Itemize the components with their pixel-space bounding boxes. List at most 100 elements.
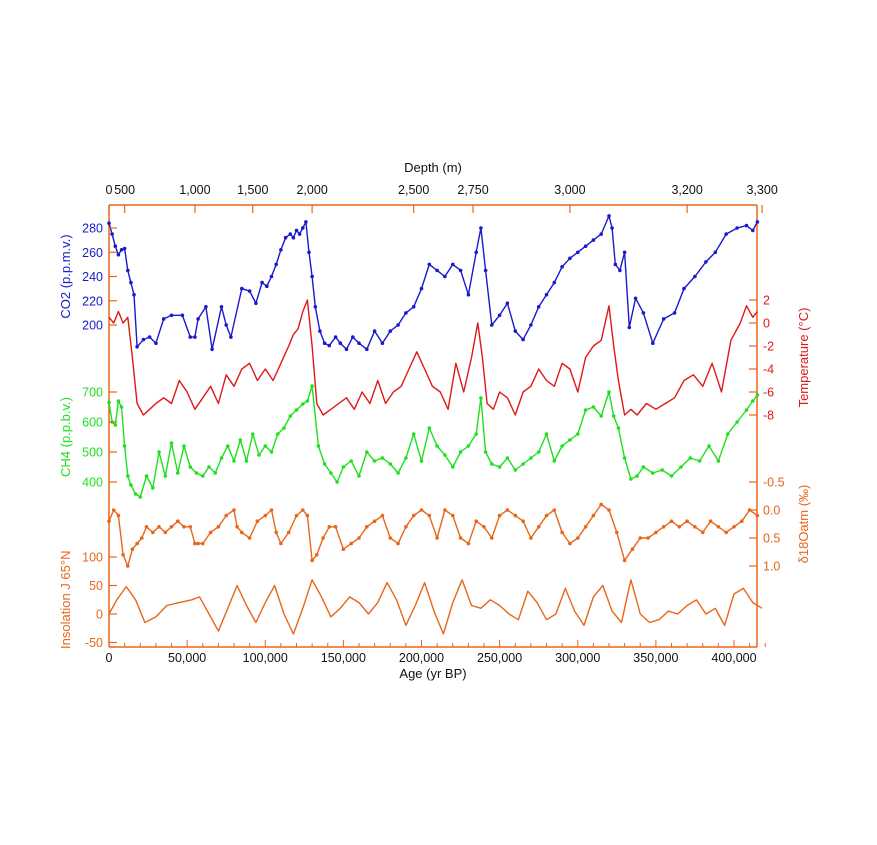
data-point — [466, 292, 471, 297]
data-point — [693, 274, 697, 279]
data-point — [419, 459, 424, 463]
data-point — [169, 525, 174, 529]
data-point — [505, 456, 510, 460]
data-point — [154, 341, 158, 346]
data-point — [679, 465, 683, 469]
data-point — [327, 525, 332, 529]
data-point — [599, 414, 603, 418]
data-point — [646, 536, 650, 540]
y-tick-label-co2: 260 — [82, 246, 103, 260]
data-point — [529, 536, 533, 540]
x-axis-title: Age (yr BP) — [399, 666, 466, 681]
age-tick-label: 50,000 — [168, 651, 206, 665]
series-line-18o-atm — [108, 503, 758, 567]
data-point — [333, 525, 338, 529]
data-point — [372, 519, 377, 523]
data-point — [583, 408, 588, 412]
data-point — [618, 268, 622, 273]
data-point — [744, 223, 749, 228]
data-point — [615, 530, 619, 535]
data-point — [479, 226, 483, 230]
data-point — [126, 474, 130, 478]
data-point — [610, 226, 614, 230]
axis-title-temperature: Temperature (°C) — [796, 308, 811, 408]
data-point — [341, 465, 346, 469]
data-point — [591, 405, 596, 409]
data-point — [669, 519, 674, 523]
data-point — [232, 508, 236, 512]
data-point — [483, 268, 488, 273]
data-point — [591, 238, 596, 242]
data-point — [451, 513, 455, 518]
data-point — [224, 323, 228, 327]
axis-title-co2: CO2 (p.p.m.v.) — [58, 234, 73, 318]
data-point — [151, 530, 155, 535]
data-point — [521, 519, 525, 523]
axis-title-ch4: CH4 (p.p.b.v.) — [58, 397, 73, 477]
data-point — [755, 220, 760, 224]
y-tick-label-temperature: -2 — [763, 340, 774, 354]
data-point — [704, 260, 708, 264]
data-point — [322, 341, 327, 346]
data-point — [458, 450, 463, 454]
data-point — [599, 232, 603, 236]
data-point — [357, 536, 361, 540]
data-point — [129, 280, 133, 285]
data-point — [497, 465, 502, 469]
data-point — [257, 453, 261, 457]
top-axis-title: Depth (m) — [404, 160, 462, 175]
data-point — [513, 329, 518, 333]
data-point — [552, 280, 557, 285]
data-point — [111, 508, 116, 512]
data-point — [576, 536, 580, 540]
age-tick-label: 250,000 — [477, 651, 522, 665]
data-point — [536, 305, 541, 309]
data-point — [685, 519, 689, 523]
y-tick-label-co2: 200 — [82, 319, 103, 333]
data-point — [113, 244, 118, 248]
data-point — [219, 305, 224, 309]
data-point — [638, 536, 643, 540]
data-point — [707, 444, 711, 448]
data-point — [380, 341, 385, 346]
data-point — [144, 525, 149, 529]
series-line-ch4 — [108, 385, 758, 498]
depth-tick-label: 1,500 — [237, 183, 268, 197]
data-point — [119, 405, 124, 409]
data-point — [560, 444, 564, 448]
depth-tick-label: 2,000 — [296, 183, 327, 197]
data-point — [404, 525, 408, 529]
data-point — [697, 459, 702, 463]
data-point — [286, 530, 291, 535]
data-point — [724, 530, 728, 535]
data-point — [388, 462, 393, 466]
data-point — [751, 228, 755, 233]
data-point — [483, 450, 488, 454]
data-point — [380, 456, 385, 460]
data-point — [544, 513, 549, 518]
data-point — [315, 553, 319, 557]
data-point — [357, 474, 361, 478]
data-point — [443, 453, 447, 457]
data-point — [310, 384, 314, 388]
data-point — [301, 402, 305, 406]
data-point — [269, 508, 274, 512]
data-point — [238, 438, 243, 442]
data-point — [349, 541, 354, 546]
data-point — [130, 547, 135, 551]
data-point — [107, 221, 111, 225]
series-temperature — [108, 299, 758, 416]
data-point — [641, 311, 646, 315]
data-point — [716, 525, 721, 529]
data-point — [188, 525, 193, 529]
data-point — [144, 474, 149, 478]
data-point — [474, 250, 479, 255]
age-tick-label: 200,000 — [399, 651, 444, 665]
data-point — [357, 341, 361, 346]
y-tick-label-temperature: -6 — [763, 386, 774, 400]
data-point — [404, 456, 408, 460]
data-point — [279, 541, 283, 546]
data-point — [338, 341, 343, 346]
data-point — [688, 456, 693, 460]
